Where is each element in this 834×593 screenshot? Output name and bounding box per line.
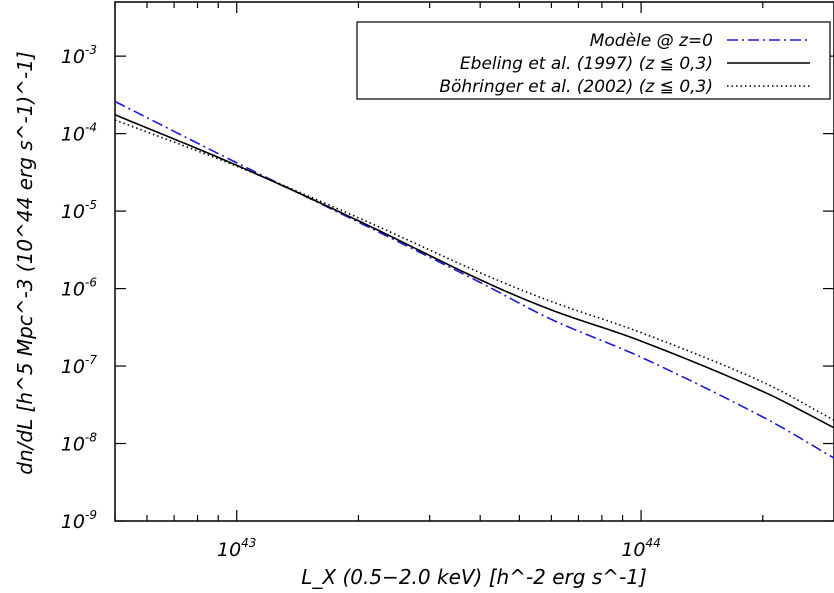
y-tick-label: 10-3	[61, 43, 97, 68]
y-tick-label: 10-8	[61, 431, 98, 456]
x-tick-label: 1043	[217, 536, 256, 561]
y-axis-title: dn/dL [h^5 Mpc^-3 (10^44 erg s^-1)^-1]	[13, 51, 37, 474]
y-tick-labels: 10-9 10-8 10-7 10-6 10-5 10-4 10-3	[61, 43, 98, 533]
x-tick-labels: 1043 1044	[217, 536, 661, 561]
x-axis-title: L_X (0.5−2.0 keV) [h^-2 erg s^-1]	[301, 565, 647, 589]
series-lines	[114, 100, 834, 459]
x-tick-label: 1044	[621, 536, 660, 561]
series-line-2	[114, 114, 834, 429]
legend-label-2: Ebeling et al. (1997) (z ≦ 0,3)	[460, 54, 713, 74]
legend-label-1: Modèle @ z=0	[590, 31, 713, 51]
y-tick-label: 10-4	[61, 121, 97, 146]
legend-label-3: Böhringer et al. (2002) (z ≦ 0,3)	[439, 77, 713, 97]
series-line-1	[114, 100, 834, 459]
y-tick-label: 10-6	[61, 276, 98, 301]
y-tick-label: 10-5	[61, 198, 97, 223]
plot-frame	[114, 1, 834, 522]
legend-box	[356, 21, 831, 100]
y-tick-label: 10-9	[61, 508, 97, 533]
y-tick-label: 10-7	[61, 353, 98, 378]
legend: Modèle @ z=0 Ebeling et al. (1997) (z ≦ 0…	[356, 21, 831, 100]
